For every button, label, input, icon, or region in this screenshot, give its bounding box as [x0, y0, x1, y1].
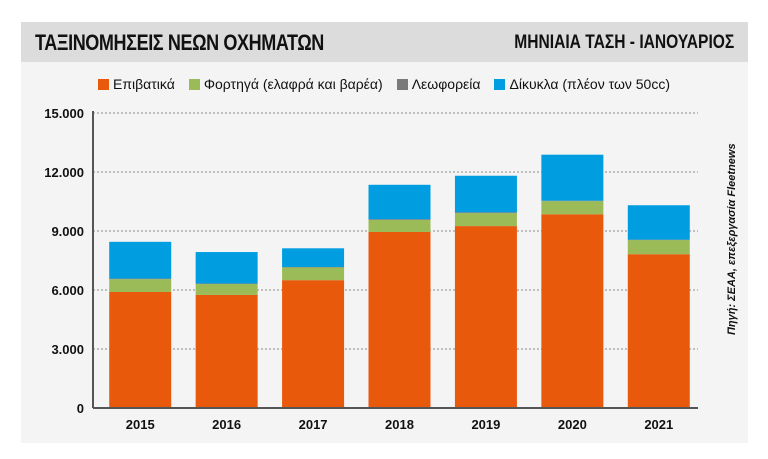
bar-segment-passenger-2019 — [454, 226, 517, 408]
bar-segment-passenger-2016 — [195, 294, 258, 408]
bar-segment-buses-2019 — [454, 212, 517, 214]
bar-segment-passenger-2018 — [368, 231, 431, 408]
legend-label-passenger: Επιβατικά — [112, 76, 175, 92]
legend-item-trucks: Φορτηγά (ελαφρά και βαρέα) — [188, 76, 383, 92]
x-tick-label: 2021 — [644, 417, 673, 432]
x-tick-label: 2019 — [471, 417, 500, 432]
x-tick-label: 2018 — [385, 417, 414, 432]
chart-title: ΤΑΞΙΝΟΜΗΣΕΙΣ ΝΕΩΝ ΟΧΗΜΑΤΩΝ — [35, 30, 324, 55]
bar-segment-trucks-2019 — [454, 213, 517, 227]
y-tick-label: 9.000 — [51, 224, 84, 239]
source-note: Πηγή: ΣΕΑΑ, επεξεργασία Fleetnews — [726, 143, 738, 335]
bar-segment-motorcycles-2020 — [541, 154, 604, 201]
chart-subtitle: ΜΗΝΙΑΙΑ ΤΑΣΗ - ΙΑΝΟΥΑΡΙΟΣ — [514, 32, 734, 53]
bar-segment-motorcycles-2019 — [454, 175, 517, 213]
axes — [92, 111, 698, 409]
bar-segment-motorcycles-2016 — [195, 252, 258, 284]
bar-segment-buses-2015 — [109, 278, 172, 280]
bar-segment-motorcycles-2015 — [109, 241, 172, 279]
x-tick-label: 2017 — [299, 417, 328, 432]
x-tick-label: 2020 — [558, 417, 587, 432]
y-tick-label: 6.000 — [51, 283, 84, 298]
x-tick-label: 2016 — [212, 417, 241, 432]
bar-segment-buses-2018 — [368, 219, 431, 220]
legend-label-motorcycles: Δίκυκλα (πλέον των 50cc) — [509, 76, 670, 92]
bars — [109, 154, 690, 408]
legend-swatch-motorcycles — [494, 78, 506, 90]
bar-segment-trucks-2015 — [109, 279, 172, 292]
bar-segment-passenger-2020 — [541, 214, 604, 408]
bar-segment-motorcycles-2017 — [282, 248, 345, 267]
bar-segment-passenger-2017 — [282, 280, 345, 408]
legend-item-buses: Λεωφορεία — [396, 76, 481, 92]
legend-item-motorcycles: Δίκυκλα (πλέον των 50cc) — [494, 76, 670, 92]
bar-segment-trucks-2018 — [368, 219, 431, 232]
y-tick-label: 0 — [77, 401, 84, 416]
legend-swatch-trucks — [188, 78, 200, 90]
y-tick-label: 12.000 — [44, 165, 84, 180]
bar-segment-motorcycles-2021 — [627, 205, 690, 240]
bar-segment-trucks-2021 — [627, 240, 690, 255]
bar-segment-trucks-2017 — [282, 267, 345, 281]
x-tick-labels: 2015 2016 2017 2018 2019 2020 2021 — [126, 417, 673, 432]
chart-header: ΤΑΞΙΝΟΜΗΣΕΙΣ ΝΕΩΝ ΟΧΗΜΑΤΩΝ ΜΗΝΙΑΙΑ ΤΑΣΗ … — [21, 22, 748, 62]
x-tick-label: 2015 — [126, 417, 155, 432]
bar-segment-trucks-2016 — [195, 283, 258, 295]
legend-swatch-buses — [396, 78, 408, 90]
bar-segment-passenger-2015 — [109, 291, 172, 408]
legend-item-passenger: Επιβατικά — [97, 76, 175, 92]
legend-swatch-passenger — [97, 78, 109, 90]
y-tick-labels: 0 3.000 6.000 9.000 12.000 15.000 — [44, 106, 84, 416]
bar-segment-motorcycles-2018 — [368, 184, 431, 220]
bar-segment-trucks-2020 — [541, 201, 604, 215]
y-tick-label: 3.000 — [51, 342, 84, 357]
legend-label-trucks: Φορτηγά (ελαφρά και βαρέα) — [203, 76, 383, 92]
legend-label-buses: Λεωφορεία — [411, 76, 481, 92]
y-tick-label: 15.000 — [44, 106, 84, 121]
bar-segment-passenger-2021 — [627, 254, 690, 408]
legend: Επιβατικά Φορτηγά (ελαφρά και βαρέα) Λεω… — [0, 76, 768, 92]
